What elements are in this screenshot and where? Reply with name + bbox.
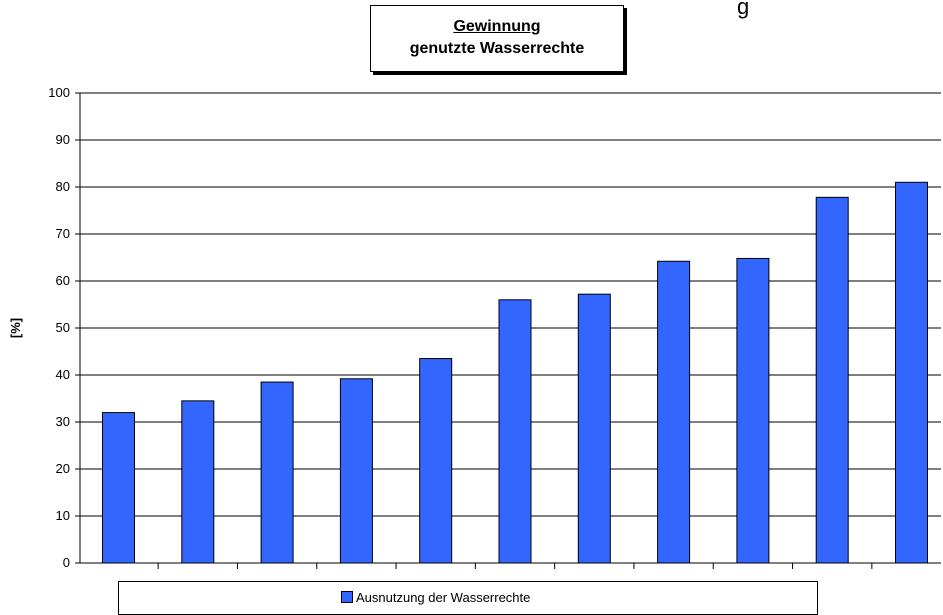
legend-label: Ausnutzung der Wasserrechte: [356, 590, 531, 605]
y-tick-label: 50: [56, 320, 70, 335]
bar: [102, 412, 135, 564]
bar: [895, 181, 928, 564]
y-tick-labels: 0 10 20 30 40 50 60 70 80 90 100: [48, 85, 70, 570]
bars: [102, 181, 928, 564]
bar: [736, 257, 770, 564]
legend-swatch: [341, 591, 353, 603]
bar: [577, 293, 611, 564]
y-tick-label: 90: [56, 132, 70, 147]
chart-title: Gewinnung: [453, 18, 541, 35]
y-tick-label: 10: [56, 508, 70, 523]
bar: [260, 381, 294, 564]
y-tick-label: 80: [56, 179, 70, 194]
cropped-title-fragment: g: [737, 0, 750, 19]
chart-subtitle: genutzte Wasserrechte: [409, 40, 585, 57]
y-axis-label: [%]: [8, 317, 23, 339]
y-tick-label: 70: [56, 226, 70, 241]
bar: [181, 400, 215, 564]
legend-entry: Ausnutzung der Wasserrechte: [341, 590, 530, 605]
y-tick-label: 30: [56, 414, 70, 429]
y-tick-label: 40: [56, 367, 70, 382]
chart-title-box: Gewinnung genutzte Wasserrechte: [370, 5, 624, 72]
y-tick-label: 20: [56, 461, 70, 476]
y-tick-label: 100: [48, 85, 70, 100]
bar: [815, 196, 849, 564]
y-tick-label: 60: [56, 273, 70, 288]
legend: Ausnutzung der Wasserrechte: [118, 581, 818, 615]
bar: [419, 358, 453, 564]
y-tick-label: 0: [63, 555, 70, 570]
bar: [498, 299, 532, 564]
bar: [657, 260, 691, 564]
bar: [339, 378, 373, 564]
axes: [75, 92, 941, 569]
